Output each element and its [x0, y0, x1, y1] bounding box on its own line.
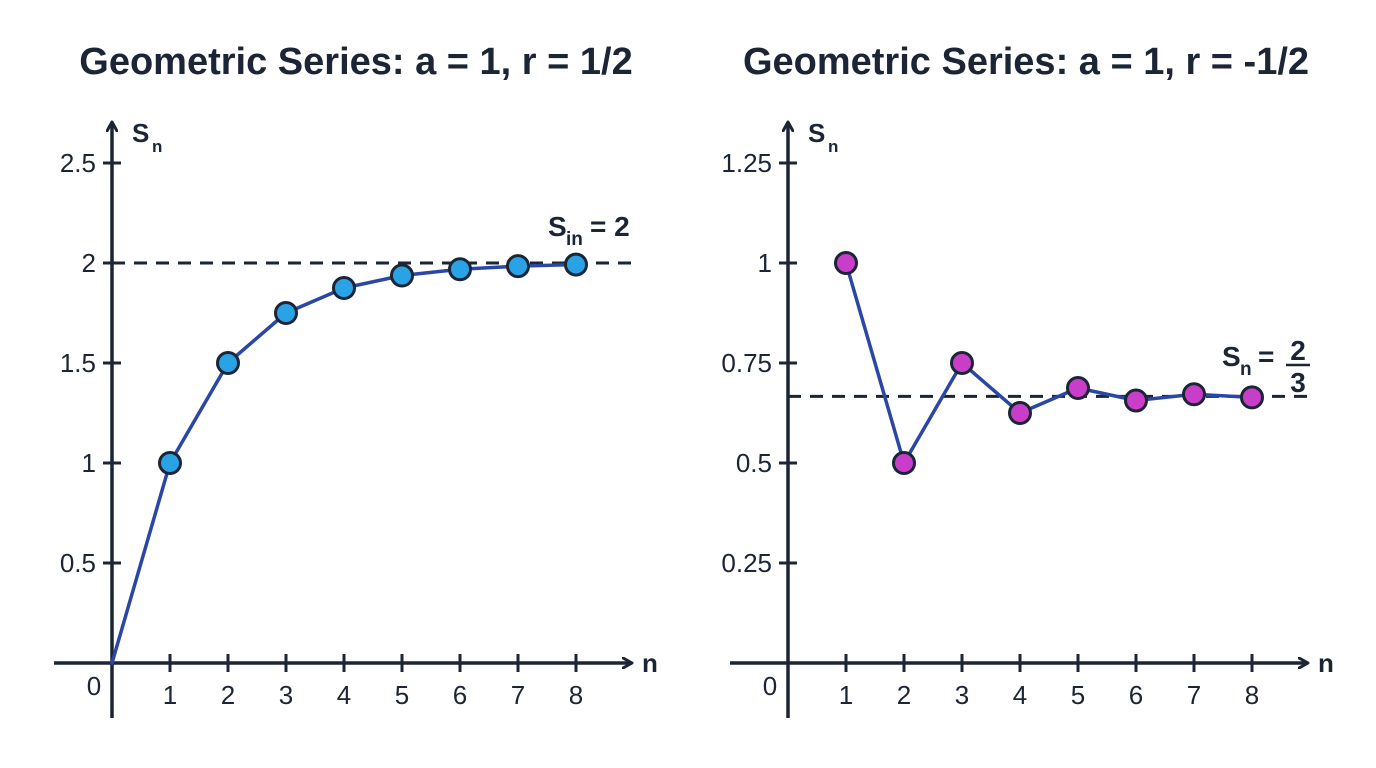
left-chart-title: Geometric Series: a = 1, r = 1/2 [79, 41, 632, 83]
data-point [448, 257, 472, 282]
limit-label-symbol: S [1222, 341, 1241, 372]
data-point [1240, 385, 1264, 410]
y-axis-label: S [132, 118, 149, 148]
limit-label-symbol: S [548, 211, 567, 242]
y-tick-label: 1 [82, 448, 96, 478]
y-axis-label-subscript: n [152, 137, 162, 156]
x-tick-label: 1 [163, 680, 177, 710]
x-tick-label: 3 [279, 680, 293, 710]
y-tick-label: 0.75 [721, 348, 772, 378]
data-point [274, 301, 298, 325]
y-tick-label: 0.5 [60, 548, 96, 578]
data-point [1124, 388, 1148, 413]
y-tick-label: 0.5 [736, 448, 772, 478]
x-tick-label: 8 [1245, 680, 1259, 710]
y-tick-label: 2.5 [60, 148, 96, 178]
data-point [1008, 401, 1032, 425]
x-tick-label: 2 [897, 680, 911, 710]
origin-label: 0 [763, 671, 777, 701]
y-tick-label: 1.25 [721, 148, 772, 178]
x-tick-label: 7 [511, 680, 525, 710]
y-tick-label: 2 [82, 248, 96, 278]
x-tick-label: 5 [395, 680, 409, 710]
limit-label-subscript: n [1240, 359, 1252, 380]
x-tick-label: 3 [955, 680, 969, 710]
x-tick-label: 5 [1071, 680, 1085, 710]
limit-label-value: = [1258, 341, 1274, 372]
y-axis-label: S [808, 118, 825, 148]
x-axis-label: n [642, 648, 658, 678]
x-tick-label: 4 [1013, 680, 1027, 710]
series-line [844, 261, 1254, 465]
data-point [950, 351, 974, 375]
x-tick-label: 1 [839, 680, 853, 710]
x-tick-label: 2 [221, 680, 235, 710]
limit-fraction-denominator: 3 [1290, 367, 1306, 398]
x-tick-label: 8 [569, 680, 583, 710]
data-point [158, 451, 182, 475]
data-point [564, 252, 588, 277]
data-point [892, 451, 916, 475]
limit-fraction-numerator: 2 [1290, 335, 1306, 366]
y-tick-label: 1.5 [60, 348, 96, 378]
data-point [390, 263, 414, 288]
x-tick-label: 7 [1187, 680, 1201, 710]
y-axis-label-subscript: n [828, 137, 838, 156]
y-tick-label: 0.25 [721, 548, 772, 578]
data-point [216, 351, 240, 375]
x-axis-label: n [1318, 648, 1334, 678]
limit-label-value: = 2 [590, 211, 630, 242]
x-tick-label: 6 [453, 680, 467, 710]
data-point [1182, 382, 1206, 407]
x-tick-label: 6 [1129, 680, 1143, 710]
data-point [834, 251, 858, 275]
right-chart-title: Geometric Series: a = 1, r = -1/2 [743, 41, 1309, 83]
limit-label-subscript: in [566, 229, 583, 250]
data-point [332, 276, 356, 300]
data-point [1066, 376, 1090, 400]
y-tick-label: 1 [758, 248, 772, 278]
origin-label: 0 [87, 671, 101, 701]
x-tick-label: 4 [337, 680, 351, 710]
data-point [506, 254, 530, 279]
